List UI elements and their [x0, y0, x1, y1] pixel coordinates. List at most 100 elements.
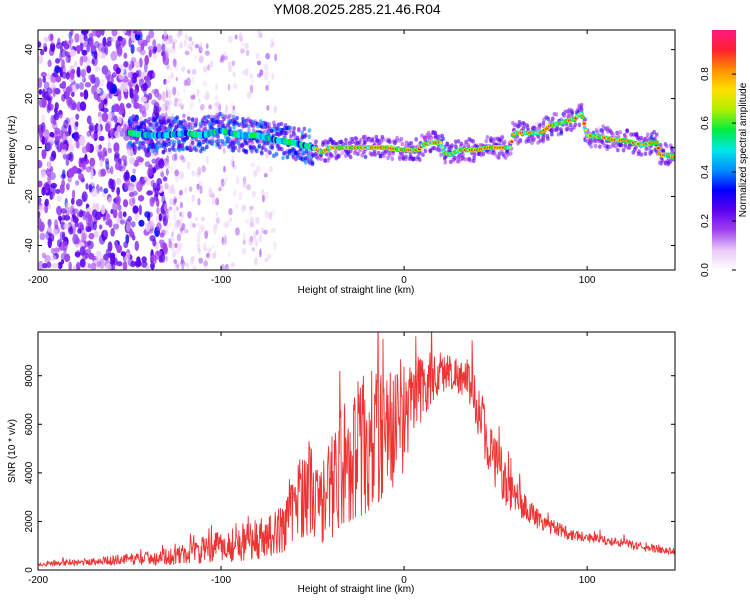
noise-speckle — [215, 82, 218, 92]
noise-speckle — [165, 168, 170, 175]
noise-speckle — [170, 185, 174, 195]
ridge-halo-cell — [518, 122, 523, 127]
noise-speckle — [189, 220, 192, 230]
ridge-halo-cell — [598, 144, 602, 149]
ridge-halo-cell — [246, 124, 251, 129]
ridge-halo-cell — [128, 140, 133, 145]
noise-speckle — [44, 254, 51, 263]
ridge-halo-cell — [485, 135, 490, 140]
noise-speckle — [133, 102, 140, 109]
snr-x-tick-label: -200 — [28, 575, 48, 586]
ridge-halo-cell — [267, 121, 271, 127]
ridge-halo-cell — [155, 121, 159, 127]
noise-speckle — [174, 100, 178, 106]
spectrogram-border — [37, 29, 676, 271]
ridge-halo-cell — [657, 160, 662, 165]
colorbar-tick-label: 0.4 — [700, 165, 711, 179]
noise-speckle — [122, 123, 128, 133]
noise-speckle — [52, 72, 59, 78]
noise-speckle — [122, 260, 128, 270]
ridge-halo-cell — [205, 144, 209, 150]
noise-speckle — [38, 88, 43, 95]
noise-speckle — [274, 53, 278, 62]
ridge-peak-cell — [584, 128, 588, 132]
noise-speckle — [164, 49, 169, 56]
noise-speckle — [262, 194, 265, 203]
ridge-halo-cell — [600, 140, 605, 145]
noise-speckle — [190, 94, 196, 100]
noise-speckle — [255, 238, 258, 247]
noise-speckle — [185, 33, 188, 40]
noise-speckle — [215, 212, 219, 217]
noise-speckle — [180, 41, 183, 50]
ridge-halo-cell — [652, 129, 656, 135]
noise-speckle — [113, 144, 120, 154]
noise-speckle — [47, 237, 53, 249]
ridge-halo-cell — [220, 119, 224, 125]
noise-speckle — [136, 46, 144, 53]
noise-speckle — [169, 222, 172, 227]
noise-speckle — [126, 103, 132, 109]
spectrogram-y-ticks: -40 -20 0 20 40 — [24, 44, 675, 253]
noise-speckle — [197, 197, 201, 206]
noise-speckle — [128, 36, 132, 48]
noise-speckle — [41, 135, 45, 145]
noise-speckle — [86, 211, 90, 219]
noise-speckle — [40, 49, 45, 56]
snr-y-tick-label: 2000 — [24, 510, 35, 533]
noise-speckle — [158, 254, 163, 263]
noise-speckle — [165, 53, 170, 60]
noise-speckle — [124, 92, 128, 100]
noise-speckle — [53, 247, 61, 253]
colorbar-ticks: 0.0 0.2 0.4 0.6 0.8 — [700, 67, 736, 277]
ridge-halo-cell — [200, 146, 205, 151]
noise-speckle — [46, 102, 51, 114]
noise-speckle — [135, 30, 142, 36]
ridge-halo-cell — [177, 147, 182, 153]
noise-speckle — [156, 207, 160, 214]
noise-speckle — [98, 144, 102, 150]
ridge-halo-cell — [163, 147, 168, 153]
noise-speckle — [91, 85, 98, 95]
ridge-halo-cell — [552, 111, 557, 117]
ridge-halo-cell — [147, 117, 151, 122]
ridge-halo-cell — [233, 145, 238, 150]
noise-speckle — [38, 221, 45, 232]
noise-speckle — [242, 239, 246, 246]
ridge-halo-cell — [573, 122, 578, 127]
noise-speckle — [146, 177, 151, 186]
ridge-peak-cell — [656, 146, 660, 150]
ridge-halo-cell — [601, 124, 606, 129]
ridge-halo-cell — [322, 158, 327, 163]
noise-speckle — [191, 169, 196, 177]
noise-speckle — [121, 30, 127, 34]
ridge-halo-cell — [211, 139, 215, 144]
noise-speckle — [167, 99, 173, 106]
noise-speckle — [163, 30, 168, 37]
noise-speckle — [152, 39, 157, 48]
noise-speckle — [60, 258, 65, 265]
ridge-halo-cell — [183, 120, 188, 125]
ridge-halo-cell — [567, 125, 571, 130]
noise-speckle — [195, 216, 199, 221]
noise-speckle — [62, 169, 66, 179]
noise-speckle — [205, 91, 210, 101]
ridge-halo-cell — [173, 147, 177, 153]
noise-speckle — [128, 64, 133, 71]
ridge-peak-cell — [440, 146, 445, 149]
ridge-halo-cell — [600, 128, 605, 134]
noise-speckle — [208, 189, 212, 198]
noise-speckle — [172, 58, 177, 68]
noise-speckle — [100, 168, 107, 177]
noise-speckle — [41, 252, 46, 259]
noise-speckle — [259, 69, 264, 76]
noise-speckle — [55, 205, 62, 215]
noise-speckle — [203, 247, 209, 252]
ridge-halo-cell — [266, 140, 270, 146]
ridge-halo-cell — [146, 147, 151, 152]
noise-speckle — [164, 211, 169, 221]
ridge-halo-cell — [244, 148, 248, 154]
noise-speckle — [70, 197, 75, 205]
